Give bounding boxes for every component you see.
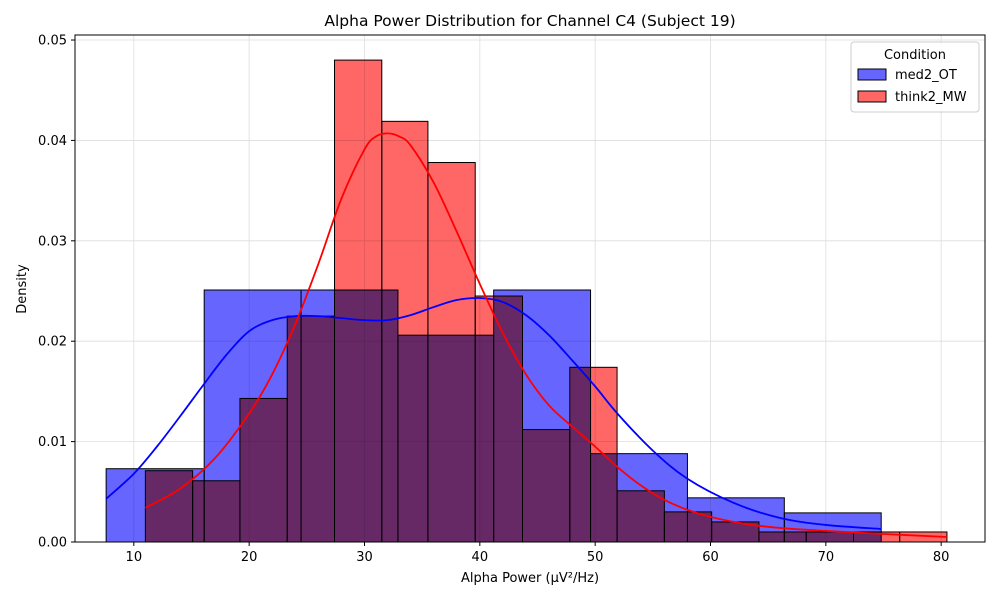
x-tick-label: 50 — [587, 550, 604, 565]
kde-line-think2-mw — [144, 132, 947, 538]
legend-label-med2-ot: med2_OT — [895, 68, 957, 83]
legend: Condition med2_OT think2_MW — [850, 41, 980, 113]
y-tick-label: 0.00 — [38, 536, 67, 551]
bar-think2-mw — [239, 397, 288, 543]
y-tick-label: 0.01 — [38, 435, 67, 450]
x-tick-label: 20 — [241, 550, 258, 565]
bar-think2-mw — [616, 490, 665, 543]
legend-swatch-med2-ot — [857, 68, 887, 81]
y-tick-label: 0.05 — [38, 34, 67, 49]
x-tick-label: 60 — [702, 550, 719, 565]
x-tick-label: 10 — [126, 550, 143, 565]
x-axis-label: Alpha Power (µV²/Hz) — [461, 571, 599, 586]
x-axis-ticks: 10 20 30 40 50 60 70 80 — [126, 542, 950, 565]
bar-think2-mw — [663, 511, 713, 543]
y-axis-ticks: 0.00 0.01 0.02 0.03 0.04 0.05 — [38, 34, 75, 551]
x-tick-label: 70 — [818, 550, 835, 565]
bar-think2-mw — [474, 295, 524, 543]
histogram-bars — [105, 59, 948, 543]
legend-label-think2-mw: think2_MW — [895, 90, 967, 105]
bar-think2-mw — [286, 315, 336, 543]
bar-think2-mw — [427, 162, 476, 543]
bar-think2-mw — [144, 470, 194, 543]
legend-swatch-think2-mw — [857, 90, 887, 103]
legend-title: Condition — [884, 48, 946, 63]
plot-frame — [74, 34, 986, 543]
x-tick-label: 40 — [472, 550, 489, 565]
y-tick-label: 0.02 — [38, 335, 67, 350]
bar-think2-mw — [334, 59, 383, 543]
y-tick-label: 0.04 — [38, 134, 67, 149]
kde-line-med2-ot — [105, 297, 882, 530]
bar-think2-mw — [805, 531, 855, 543]
bar-think2-mw — [758, 531, 807, 543]
bar-think2-mw — [569, 366, 618, 543]
y-tick-label: 0.03 — [38, 234, 67, 249]
kde-curves — [105, 132, 947, 538]
bar-think2-mw — [522, 429, 571, 543]
x-tick-label: 80 — [933, 550, 950, 565]
bar-think2-mw — [381, 120, 429, 543]
y-axis-label: Density — [15, 264, 30, 314]
bar-think2-mw — [192, 480, 241, 543]
chart-title: Alpha Power Distribution for Channel C4 … — [324, 12, 735, 30]
x-tick-label: 30 — [356, 550, 373, 565]
